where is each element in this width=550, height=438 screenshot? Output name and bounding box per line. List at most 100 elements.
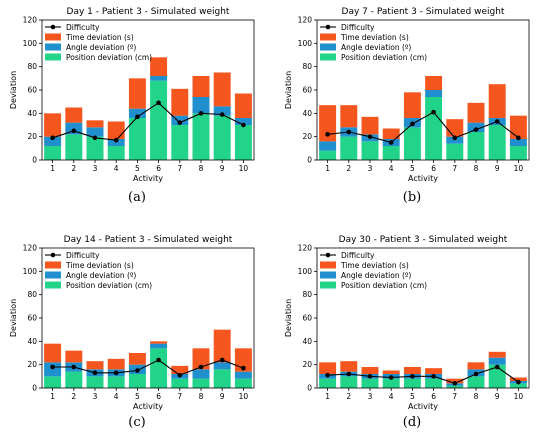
x-tick-label: 10 (239, 164, 249, 173)
difficulty-point (431, 374, 436, 379)
bar-segment (192, 369, 210, 379)
bar-segment (107, 358, 125, 370)
bar-segment (509, 383, 527, 388)
bar-segment (403, 367, 421, 374)
y-tick-label: 100 (298, 39, 313, 48)
y-tick-label: 40 (302, 337, 312, 346)
x-tick-label: 2 (346, 164, 351, 173)
bar-segment (425, 90, 443, 97)
bar-segment (192, 113, 210, 160)
bar-segment (107, 376, 125, 388)
y-tick-label: 120 (298, 16, 313, 25)
difficulty-line (327, 366, 519, 384)
x-tick-label: 4 (389, 164, 394, 173)
x-tick-label: 6 (156, 164, 161, 173)
bar-segment (446, 143, 464, 160)
bar-segment (446, 119, 464, 137)
caption-b: (b) (402, 190, 422, 205)
bar-segment (150, 341, 168, 344)
bar-segment (446, 136, 464, 144)
x-tick-label: 5 (410, 164, 415, 173)
legend-swatch (45, 261, 61, 269)
bar-segment (150, 76, 168, 81)
y-axis-label: Deviation (284, 299, 293, 337)
y-tick-label: 40 (27, 337, 37, 346)
difficulty-point (177, 372, 183, 378)
y-tick-label: 20 (27, 360, 37, 369)
legend-label: Position deviation (cm) (66, 281, 152, 290)
bar-segment (403, 92, 421, 118)
legend-marker-difficulty (50, 24, 56, 30)
bar-segment (150, 80, 168, 160)
x-tick-label: 3 (93, 392, 98, 401)
bar-segment (509, 377, 527, 381)
difficulty-point (473, 371, 479, 377)
bar-segment (488, 357, 506, 365)
bar-segment (86, 120, 104, 128)
difficulty-point (367, 134, 373, 139)
bar-segment (65, 371, 83, 388)
x-tick-label: 9 (495, 392, 500, 401)
x-tick-label: 1 (325, 392, 330, 401)
bar-segment (340, 361, 358, 372)
chart-title: Day 14 - Patient 3 - Simulated weight (64, 235, 233, 245)
y-tick-label: 60 (27, 86, 37, 95)
y-tick-label: 0 (32, 156, 37, 165)
x-tick-label: 8 (199, 392, 204, 401)
y-tick-label: 0 (32, 384, 37, 393)
bar-segment (213, 106, 231, 116)
bar-segment (128, 78, 146, 109)
bar-segment (319, 105, 337, 142)
x-tick-label: 7 (177, 164, 182, 173)
bar-segment (171, 115, 189, 125)
bar-segment (150, 343, 168, 349)
bar-segment (340, 105, 358, 128)
bar-segment (425, 97, 443, 160)
x-tick-label: 5 (410, 392, 415, 401)
difficulty-point (156, 100, 161, 106)
legend-marker-difficulty (325, 24, 331, 30)
bar-segment (467, 102, 485, 123)
legend-swatch (320, 53, 336, 61)
bar-segment (467, 122, 485, 132)
bar-segment (86, 127, 104, 137)
bar-segment (382, 128, 400, 139)
difficulty-point (388, 140, 394, 145)
bar-segment (65, 134, 83, 160)
bar-segment (509, 115, 527, 139)
difficulty-point (198, 111, 204, 116)
x-tick-label: 10 (514, 392, 524, 401)
legend-label: Angle deviation (º) (341, 43, 411, 52)
bar-segment (128, 118, 146, 160)
legend-swatch (45, 281, 61, 289)
legend-swatch (45, 53, 61, 61)
chart-panel-c: Day 14 - Patient 3 - Simulated weight 0 20… (0, 228, 275, 428)
bar-segment (213, 362, 231, 370)
x-tick-label: 9 (220, 164, 225, 173)
chart-svg-c: Day 14 - Patient 3 - Simulated weight 0 20… (9, 235, 255, 411)
y-tick-label: 0 (307, 156, 312, 165)
legend-swatch (320, 33, 336, 41)
legend-label: Time deviation (s) (340, 33, 409, 42)
difficulty-point (367, 374, 373, 379)
difficulty-point (92, 135, 98, 141)
bar-segment (171, 378, 189, 388)
difficulty-line (52, 359, 244, 376)
legend-label: Angle deviation (º) (66, 43, 136, 52)
legend-label: Difficulty (341, 23, 375, 32)
x-tick-label: 1 (50, 392, 55, 401)
x-tick-label: 4 (114, 164, 119, 173)
x-tick-label: 7 (452, 164, 457, 173)
bar-segment (192, 348, 210, 370)
bar-segment (171, 125, 189, 160)
bar-segment (403, 378, 421, 388)
x-tick-label: 8 (474, 164, 479, 173)
difficulty-point (71, 128, 77, 134)
chart-title: Day 1 - Patient 3 - Simulated weight (67, 7, 230, 17)
y-tick-label: 60 (302, 86, 312, 95)
y-tick-label: 80 (302, 290, 312, 299)
legend-label: Difficulty (341, 251, 375, 260)
chart-panel-d: Day 30 - Patient 3 - Simulated weight 0 20… (275, 228, 550, 428)
x-tick-label: 7 (452, 392, 457, 401)
legend-label: Time deviation (s) (340, 261, 409, 270)
